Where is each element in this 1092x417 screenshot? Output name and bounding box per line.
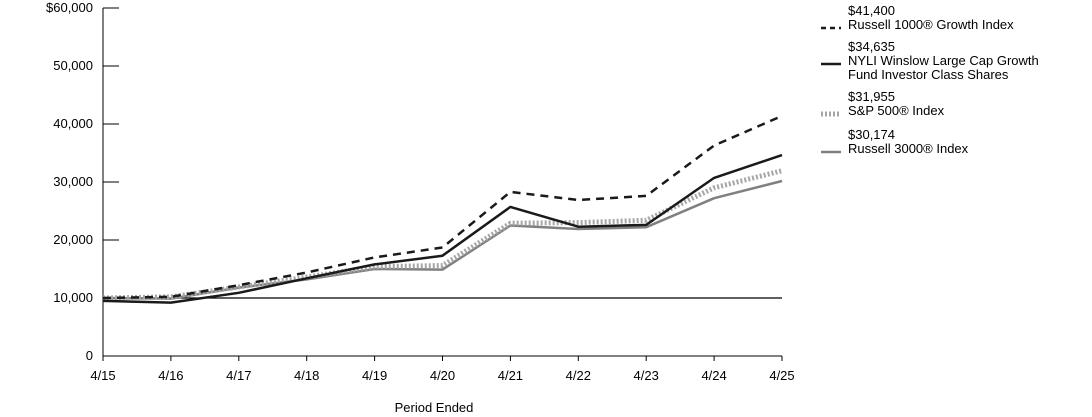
legend-swatch-solid-black xyxy=(821,62,841,66)
series-line-nyli-winslow-large-cap-growth-fund-investor-class-shares xyxy=(102,153,783,304)
y-tick-label: 40,000 xyxy=(53,116,93,131)
x-tick-label: 4/15 xyxy=(90,368,115,383)
legend-swatch-dotted-gray xyxy=(821,111,841,117)
y-tick-label: 30,000 xyxy=(53,174,93,189)
y-tick-label: $60,000 xyxy=(46,0,93,15)
legend-label: Russell 3000® Index xyxy=(848,141,969,156)
x-tick-label: 4/17 xyxy=(226,368,251,383)
x-tick-label: 4/24 xyxy=(701,368,726,383)
chart-legend: $41,400 Russell 1000® Growth Index $34,6… xyxy=(820,0,1092,156)
y-tick-label: 0 xyxy=(86,348,93,363)
legend-label: Russell 1000® Growth Index xyxy=(848,17,1014,32)
series-line-russell-3000-index xyxy=(102,179,783,300)
x-tick-label: 4/21 xyxy=(498,368,523,383)
chart-axes xyxy=(102,7,783,361)
y-tick-label: 50,000 xyxy=(53,58,93,73)
legend-swatch-dashed xyxy=(821,26,841,30)
x-tick-label: 4/22 xyxy=(566,368,591,383)
y-tick-labels: $60,000 50,000 40,000 30,000 20,000 10,000 0 xyxy=(46,0,93,363)
legend-label: S&P 500® Index xyxy=(848,103,945,118)
x-tick-labels: 4/15 4/16 4/17 4/18 4/19 4/20 4/21 4/22 4/23 4/24… xyxy=(90,368,794,383)
x-tick-label: 4/18 xyxy=(294,368,319,383)
legend-item-russell-3000: $30,174 Russell 3000® Index xyxy=(820,128,1092,156)
legend-value: $31,955 xyxy=(848,89,895,104)
chart-series xyxy=(102,114,783,304)
legend-value: $41,400 xyxy=(848,3,895,18)
y-tick-label: 20,000 xyxy=(53,232,93,247)
x-tick-label: 4/25 xyxy=(769,368,794,383)
legend-value: $30,174 xyxy=(848,127,895,142)
legend-item-russell-1000-growth: $41,400 Russell 1000® Growth Index xyxy=(820,4,1092,32)
legend-item-sp-500: $31,955 S&P 500® Index xyxy=(820,90,1092,118)
y-tick-label: 10,000 xyxy=(53,290,93,305)
x-axis-title: Period Ended xyxy=(395,400,474,415)
x-tick-label: 4/19 xyxy=(362,368,387,383)
series-line-s-p-500-index xyxy=(102,168,783,301)
x-tick-label: 4/16 xyxy=(158,368,183,383)
legend-item-nyli-winslow: $34,635 NYLI Winslow Large Cap Growth Fu… xyxy=(820,40,1092,82)
x-tick-label: 4/23 xyxy=(634,368,659,383)
legend-value: $34,635 xyxy=(848,39,895,54)
legend-label: NYLI Winslow Large Cap Growth xyxy=(848,53,1039,68)
x-tick-label: 4/20 xyxy=(430,368,455,383)
series-line-russell-1000-growth-index xyxy=(102,114,783,300)
legend-label-line2: Fund Investor Class Shares xyxy=(848,67,1009,82)
legend-swatch-solid-gray xyxy=(821,150,841,154)
